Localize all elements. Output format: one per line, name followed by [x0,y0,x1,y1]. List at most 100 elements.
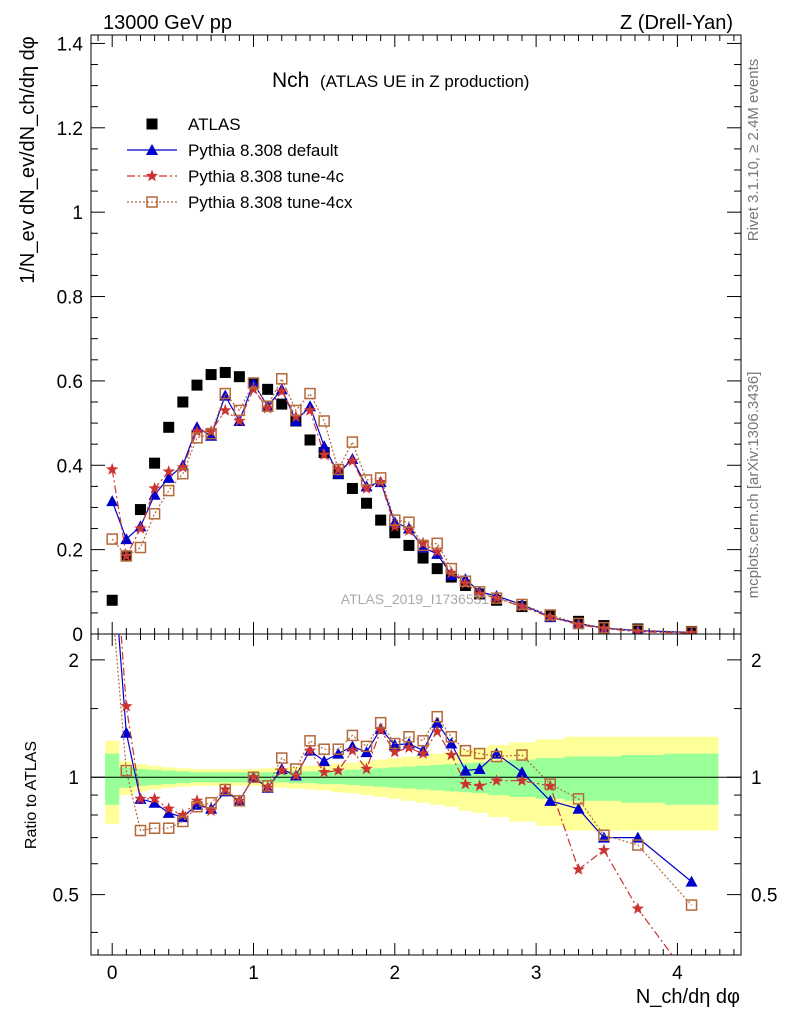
legend-label-pythia-8-308-tune-4cx: Pythia 8.308 tune-4cx [188,193,353,212]
ratio-point-pythia-8-308-tune-4c [120,699,133,712]
ratio-point-pythia-8-308-tune-4cx [177,815,189,828]
ratio-point-pythia-8-308-tune-4c [473,779,486,792]
ratio-point-pythia-8-308-tune-4c [374,723,387,736]
y-tick-label: 0.8 [57,288,83,309]
y-tick-label: 0 [72,625,83,646]
analysis-watermark: ATLAS_2019_I1736531 [341,591,490,607]
data-point-atlas [304,434,316,446]
ratio-point-pythia-8-308-tune-4cx [191,801,203,813]
data-point-atlas [276,398,288,410]
data-point-pythia-8-308-tune-4cx [318,415,330,427]
data-point-pythia-8-308-tune-4cx [632,624,644,634]
ratio-point-pythia-8-308-default [515,766,528,778]
y-tick-label: 0.6 [57,372,83,393]
ratio-point-pythia-8-308-tune-4c [544,779,557,792]
ratio-point-pythia-8-308-tune-4cx [205,797,217,809]
data-point-pythia-8-308-tune-4c [416,536,430,549]
data-point-pythia-8-308-tune-4cx [473,586,486,598]
ratio-point-pythia-8-308-default [106,541,118,552]
ratio-point-pythia-8-308-tune-4c [402,741,416,753]
data-point-pythia-8-308-tune-4cx [106,533,118,545]
data-point-atlas [134,504,146,516]
y-axis-label: 1/N_ev dN_ev/dN_ch/dη dφ [17,36,39,284]
data-point-pythia-8-308-tune-4c [431,545,444,557]
data-point-atlas [233,371,245,383]
ratio-point-pythia-8-308-tune-4c [431,725,444,737]
ratio-axis-label: Ratio to ATLAS [23,741,40,849]
data-point-pythia-8-308-tune-4c [233,414,246,427]
ratio-point-pythia-8-308-tune-4c [346,744,359,756]
data-point-pythia-8-308-tune-4cx [572,617,585,630]
data-point-pythia-8-308-tune-4cx [134,541,147,554]
data-point-pythia-8-308-tune-4c [134,522,147,534]
data-point-pythia-8-308-default [318,440,331,452]
ratio-point-pythia-8-308-default [572,802,585,814]
ratio-plot-panel: 0 1 2 3 4 0.5 0.5 1 1 2 2 N_ch/dη dφ Ratio to ATLAS [23,541,777,1008]
x-tick-label: 1 [248,963,259,984]
ratio-point-pythia-8-308-tune-4c [459,777,472,790]
data-point-pythia-8-308-tune-4c [360,482,373,494]
data-point-pythia-8-308-tune-4cx [445,562,458,575]
data-point-atlas [219,366,231,378]
series-line-pythia-8-308-tune-4cx [111,377,692,633]
ratio-point-pythia-8-308-tune-4cx [276,752,288,764]
ratio-point-pythia-8-308-default [332,747,345,759]
data-point-pythia-8-308-tune-4c [219,403,232,416]
data-point-pythia-8-308-tune-4c [544,610,557,623]
legend: ATLAS Pythia 8.308 default Pythia 8.308 tu… [127,115,353,212]
series-line-pythia-8-308-default [111,381,692,634]
ratio-point-pythia-8-308-tune-4c [685,975,697,987]
rivet-label: Rivet 3.1.10, ≥ 2.4M events [745,59,762,242]
ratio-tick-label-right: 1 [751,768,762,789]
data-point-pythia-8-308-tune-4c [275,384,288,397]
ratio-point-pythia-8-308-tune-4c [416,747,430,759]
data-point-pythia-8-308-tune-4c [303,403,317,416]
ratio-point-pythia-8-308-default [473,762,486,774]
ratio-series-group [106,541,698,987]
x-axis-label: N_ch/dη dφ [636,986,740,1008]
ratio-point-pythia-8-308-tune-4c [360,762,373,775]
ratio-point-pythia-8-308-tune-4cx [473,747,486,760]
data-point-pythia-8-308-tune-4cx [431,537,443,550]
ratio-point-pythia-8-308-tune-4c [515,774,529,786]
y-tick-label: 1.4 [57,34,84,55]
data-point-pythia-8-308-tune-4c [148,482,161,494]
legend-label-atlas: ATLAS [188,115,241,134]
data-point-pythia-8-308-default [106,495,119,507]
ratio-point-pythia-8-308-tune-4cx [417,735,429,747]
data-point-pythia-8-308-tune-4c [445,566,458,579]
ratio-point-pythia-8-308-tune-4c [631,902,644,914]
ratio-point-pythia-8-308-tune-4cx [304,735,316,747]
data-point-pythia-8-308-default [162,471,175,483]
data-point-atlas [163,421,175,433]
legend-label-pythia-8-308-tune-4c: Pythia 8.308 tune-4c [188,167,344,186]
ratio-point-pythia-8-308-tune-4c [148,792,161,805]
data-point-pythia-8-308-tune-4c [685,626,698,634]
y-tick-label: 1.2 [57,119,83,140]
ratio-point-pythia-8-308-tune-4cx [459,744,472,757]
data-point-pythia-8-308-tune-4cx [490,592,503,604]
ratio-point-pythia-8-308-tune-4c [261,781,274,793]
ratio-point-pythia-8-308-tune-4c [332,764,345,776]
legend-label-pythia-8-308-default: Pythia 8.308 default [188,141,339,160]
data-point-atlas [346,482,358,494]
data-point-pythia-8-308-tune-4c [473,587,486,600]
data-point-pythia-8-308-tune-4c [515,600,529,612]
legend-marker-pythia-8-308-tune-4c [145,169,159,182]
ratio-point-pythia-8-308-tune-4c [490,774,503,786]
ratio-point-pythia-8-308-tune-4cx [219,783,231,796]
data-point-pythia-8-308-tune-4cx [162,484,175,497]
ratio-point-pythia-8-308-tune-4c [445,748,458,761]
data-point-pythia-8-308-tune-4cx [417,539,429,552]
ratio-line-pythia-8-308-tune-4c [120,634,673,955]
ratio-point-pythia-8-308-tune-4cx [389,737,401,750]
ratio-point-pythia-8-308-default [318,755,331,767]
series-line-pythia-8-308-tune-4c [111,388,692,634]
labels-layer: 13000 GeV pp Z (Drell-Yan) Rivet 3.1.10,… [103,12,762,607]
data-point-pythia-8-308-tune-4c [204,425,218,437]
data-point-atlas [191,379,203,391]
ratio-point-pythia-8-308-tune-4cx [431,710,443,723]
x-tick-label: 3 [531,963,542,984]
data-point-pythia-8-308-tune-4c [162,465,175,477]
